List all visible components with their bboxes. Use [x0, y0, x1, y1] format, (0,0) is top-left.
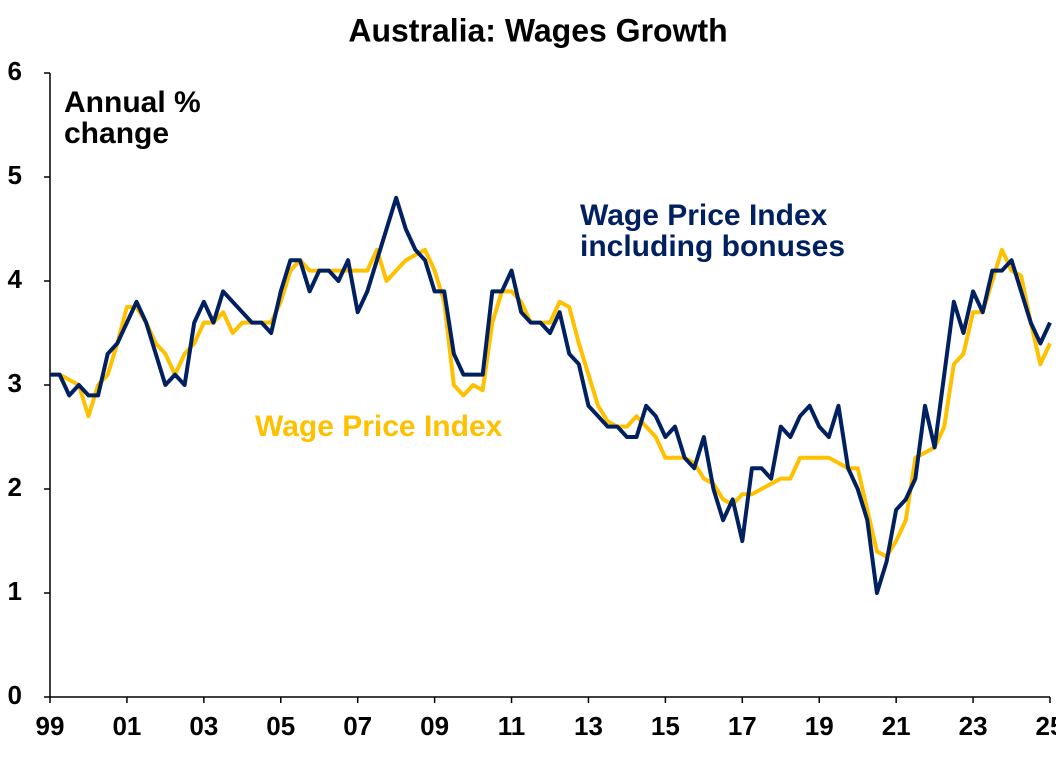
- x-tick-label: 13: [574, 711, 603, 741]
- series-label: Wage Price Index: [255, 410, 503, 443]
- x-tick-label: 19: [805, 711, 834, 741]
- y-tick-label: 1: [8, 576, 22, 606]
- x-tick-label: 07: [343, 711, 372, 741]
- y-tick-label: 4: [8, 264, 23, 294]
- series-line: [50, 195, 1052, 595]
- series-label: Wage Price Index including bonuses: [580, 199, 846, 263]
- y-axis-label: Annual % change: [64, 86, 201, 150]
- y-tick-label: 5: [8, 160, 22, 190]
- x-tick-label: 15: [651, 711, 680, 741]
- y-tick-label: 0: [8, 680, 22, 710]
- x-tick-label: 23: [959, 711, 988, 741]
- y-tick-label: 6: [8, 56, 22, 86]
- y-tick-label: 2: [8, 472, 22, 502]
- x-tick-label: 03: [189, 711, 218, 741]
- y-tick-label: 3: [8, 368, 22, 398]
- x-tick-label: 21: [882, 711, 911, 741]
- series-line: [50, 247, 1052, 559]
- x-tick-label: 99: [36, 711, 65, 741]
- x-tick-label: 11: [498, 711, 526, 741]
- chart-title: Australia: Wages Growth: [348, 12, 727, 48]
- x-tick-label: 25: [1036, 711, 1056, 741]
- x-tick-label: 17: [728, 711, 757, 741]
- x-tick-label: 01: [112, 711, 141, 741]
- x-tick-label: 09: [420, 711, 449, 741]
- x-tick-label: 05: [266, 711, 295, 741]
